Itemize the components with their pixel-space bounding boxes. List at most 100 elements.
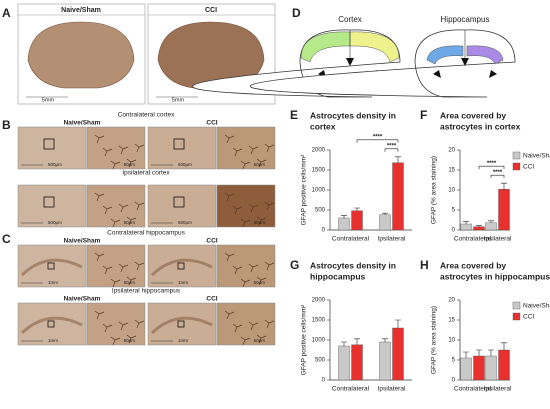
label: 50μm	[254, 280, 266, 285]
label: CCI	[206, 296, 217, 303]
label: Astrocytes density in	[310, 110, 396, 120]
error-bar	[501, 342, 507, 350]
error-bar	[341, 341, 347, 346]
tissue-layer	[20, 316, 83, 335]
label: Area covered by	[440, 110, 506, 120]
y-tick-label: 1500	[312, 168, 326, 174]
x-tick-label: Contralateral	[332, 236, 370, 243]
micrograph	[17, 302, 87, 346]
label: 500μm	[48, 162, 62, 167]
cell	[102, 265, 113, 275]
cell	[264, 319, 275, 329]
label: 500μm	[178, 220, 192, 225]
x-tick-label: Ipsilateral	[378, 236, 406, 243]
bar	[498, 349, 510, 381]
label: 50μm	[254, 338, 266, 343]
tissue-layer	[150, 316, 213, 335]
cell	[110, 278, 121, 288]
label: Naive/Sham	[64, 238, 101, 245]
cell	[264, 261, 275, 271]
y-tick-label: 5	[452, 358, 456, 364]
error-bar	[395, 319, 401, 328]
label: 5mm	[172, 97, 185, 103]
cell	[118, 203, 129, 213]
label: D	[292, 6, 301, 20]
label: 50μm	[124, 220, 136, 225]
y-tick-label: 1000	[312, 188, 326, 194]
cell	[134, 261, 145, 271]
y-tick-label: 10	[448, 188, 455, 194]
y-tick-label: 15	[448, 168, 455, 174]
y-tick-label: 1000	[312, 338, 326, 344]
cell	[240, 218, 251, 228]
micrograph	[216, 302, 276, 346]
cell	[232, 147, 243, 157]
label: Ipsilateral cortex	[122, 170, 170, 177]
label: 50μm	[124, 338, 136, 343]
cell	[248, 203, 259, 213]
micrograph	[86, 126, 146, 170]
label: 1mm	[178, 280, 188, 285]
error-bar	[488, 220, 494, 223]
label: Cortex	[338, 15, 362, 24]
cell	[110, 160, 121, 170]
error-bar	[476, 225, 482, 227]
legend-swatch	[512, 151, 521, 160]
error-bar	[395, 156, 401, 163]
roi-box	[43, 196, 55, 208]
bar	[351, 210, 363, 231]
y-tick-label: 5	[452, 208, 456, 214]
y-tick-label: 0	[452, 378, 456, 384]
cell	[240, 160, 251, 170]
y-tick-label: 2000	[312, 148, 326, 154]
micrograph	[147, 184, 217, 228]
cell	[224, 134, 235, 144]
micrograph	[216, 184, 276, 228]
tissue-layer	[150, 258, 213, 277]
roi-box	[173, 138, 185, 150]
cell	[256, 334, 267, 344]
cell	[240, 278, 251, 288]
label: Hippocampus	[441, 15, 490, 24]
cell	[118, 321, 129, 331]
label: F	[420, 108, 427, 122]
micrograph	[216, 244, 276, 288]
x-tick-label: Ipsilateral	[484, 386, 512, 393]
y-tick-label: 10	[448, 338, 455, 344]
label: Ipsilateral hippocampus	[112, 288, 181, 295]
y-tick-label: 1500	[312, 318, 326, 324]
x-tick-label: Ipsilateral	[484, 236, 512, 243]
legend-label: CCI	[523, 314, 534, 321]
cell	[256, 216, 267, 226]
cell	[102, 205, 113, 215]
error-bar	[463, 351, 469, 358]
y-tick-label: 500	[315, 358, 326, 364]
label: Area covered by	[440, 260, 506, 270]
bar	[379, 341, 391, 381]
legend-swatch	[512, 162, 521, 171]
significance-bracket	[384, 148, 399, 152]
bar	[338, 345, 350, 381]
cell	[118, 263, 129, 273]
cell	[94, 310, 105, 320]
error-bar	[501, 182, 507, 190]
x-tick-label: Contralateral	[454, 236, 492, 243]
bar	[338, 217, 350, 231]
cell	[232, 265, 243, 275]
cell	[224, 192, 235, 202]
error-bar	[476, 349, 482, 356]
label: 50μm	[124, 162, 136, 167]
cell	[224, 252, 235, 262]
cell	[110, 218, 121, 228]
hippocampus-left	[426, 45, 464, 65]
y-axis-label: GFAP positive cells/mm²	[301, 304, 308, 376]
bar	[460, 357, 472, 381]
label: 50μm	[124, 280, 136, 285]
cell	[224, 310, 235, 320]
ventricle	[433, 58, 497, 78]
label: 50μm	[254, 220, 266, 225]
significance-label: ****	[493, 170, 503, 176]
tissue-layer	[20, 258, 83, 277]
brain-outline	[192, 29, 401, 98]
bar	[485, 355, 497, 381]
